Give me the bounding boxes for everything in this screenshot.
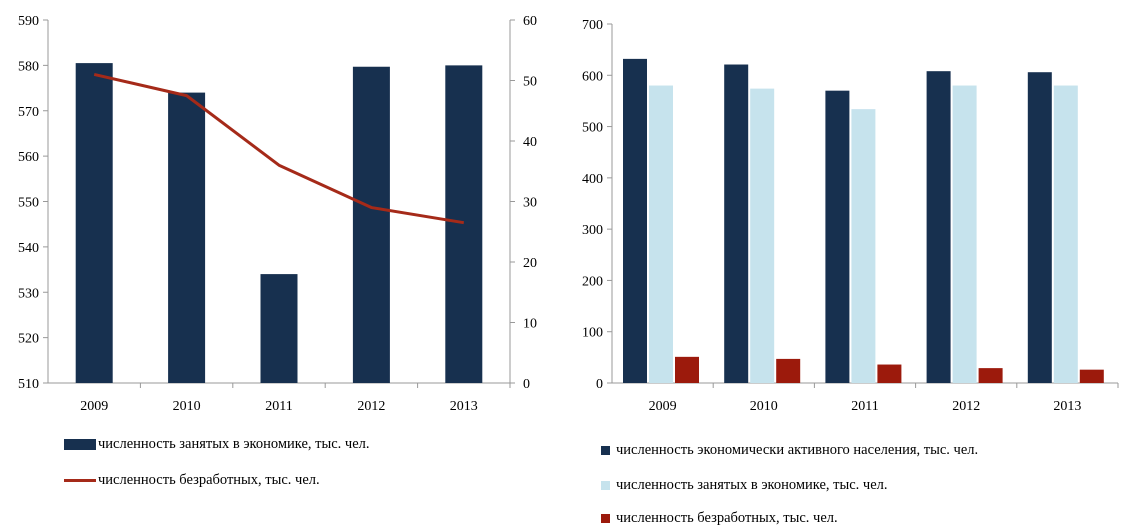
y2-tick-label: 50 bbox=[523, 75, 537, 90]
bar-employed bbox=[952, 85, 977, 384]
bar-unemployed bbox=[776, 358, 801, 383]
y2-tick-label: 30 bbox=[523, 196, 537, 211]
x-tick-label: 2013 bbox=[450, 399, 478, 414]
y2-tick-label: 20 bbox=[523, 256, 537, 271]
x-tick-label: 2012 bbox=[357, 399, 385, 414]
y-tick-label: 600 bbox=[582, 69, 603, 84]
legend-swatch-navy bbox=[601, 446, 610, 455]
bar-employed bbox=[352, 66, 390, 383]
y-tick-label: 580 bbox=[18, 59, 39, 74]
x-tick-label: 2009 bbox=[649, 399, 677, 414]
y-tick-label: 700 bbox=[582, 18, 603, 33]
y-tick-label: 200 bbox=[582, 274, 603, 289]
bar-active bbox=[1027, 72, 1052, 384]
legend-label: численность занятых в экономике, тыс. че… bbox=[98, 436, 370, 452]
y-tick-label: 560 bbox=[18, 150, 39, 165]
bar-unemployed bbox=[1079, 369, 1104, 383]
line-unemployed bbox=[93, 72, 465, 225]
right-legend-item-active: численность экономически активного насел… bbox=[601, 442, 978, 459]
left-legend-item-unemployed: численность безработных, тыс. чел. bbox=[64, 472, 320, 489]
right-legend-item-employed: численность занятых в экономике, тыс. че… bbox=[601, 477, 888, 494]
y-tick-label: 590 bbox=[18, 14, 39, 29]
bar-unemployed bbox=[978, 368, 1003, 383]
bar-unemployed bbox=[877, 364, 902, 383]
bar-active bbox=[724, 64, 749, 383]
bar-employed bbox=[168, 92, 206, 383]
left-legend-item-employed: численность занятых в экономике, тыс. че… bbox=[64, 436, 370, 453]
right-legend-item-unemployed: численность безработных, тыс. чел. bbox=[601, 510, 838, 527]
x-tick-label: 2011 bbox=[851, 399, 878, 414]
y2-tick-label: 40 bbox=[523, 135, 537, 150]
bar-employed bbox=[649, 85, 673, 384]
y2-tick-label: 60 bbox=[523, 14, 537, 29]
y-tick-label: 0 bbox=[596, 377, 603, 392]
y-tick-label: 520 bbox=[18, 332, 39, 347]
y-tick-label: 510 bbox=[18, 377, 39, 392]
legend-label: численность безработных, тыс. чел. bbox=[616, 510, 838, 526]
bar-employed bbox=[1053, 85, 1078, 384]
bar-active bbox=[623, 58, 647, 383]
legend-label: численность безработных, тыс. чел. bbox=[98, 472, 320, 488]
y-tick-label: 400 bbox=[582, 172, 603, 187]
x-tick-label: 2010 bbox=[173, 399, 201, 414]
x-tick-label: 2010 bbox=[750, 399, 778, 414]
legend-swatch-lightblue bbox=[601, 481, 610, 490]
legend-label: численность экономически активного насел… bbox=[616, 442, 979, 458]
legend-swatch-line bbox=[64, 479, 96, 482]
bar-employed bbox=[851, 109, 876, 384]
y-tick-label: 540 bbox=[18, 241, 39, 256]
legend-swatch-navy bbox=[64, 439, 96, 450]
bar-employed bbox=[750, 88, 775, 384]
bar-employed bbox=[260, 274, 298, 383]
x-tick-label: 2012 bbox=[952, 399, 980, 414]
y-tick-label: 100 bbox=[582, 326, 603, 341]
y-tick-label: 550 bbox=[18, 196, 39, 211]
legend-swatch-red bbox=[601, 514, 610, 523]
bar-active bbox=[825, 90, 850, 384]
legend-label: численность занятых в экономике, тыс. че… bbox=[616, 477, 888, 493]
bar-employed bbox=[75, 63, 113, 383]
x-tick-label: 2013 bbox=[1053, 399, 1081, 414]
y2-tick-label: 0 bbox=[523, 377, 530, 392]
y2-tick-label: 10 bbox=[523, 317, 537, 332]
x-tick-label: 2009 bbox=[80, 399, 108, 414]
bar-active bbox=[926, 71, 951, 383]
y-tick-label: 300 bbox=[582, 223, 603, 238]
y-tick-label: 500 bbox=[582, 121, 603, 136]
bar-unemployed bbox=[675, 356, 699, 383]
y-tick-label: 530 bbox=[18, 286, 39, 301]
y-tick-label: 570 bbox=[18, 105, 39, 120]
x-tick-label: 2011 bbox=[265, 399, 292, 414]
bar-employed bbox=[445, 65, 483, 383]
